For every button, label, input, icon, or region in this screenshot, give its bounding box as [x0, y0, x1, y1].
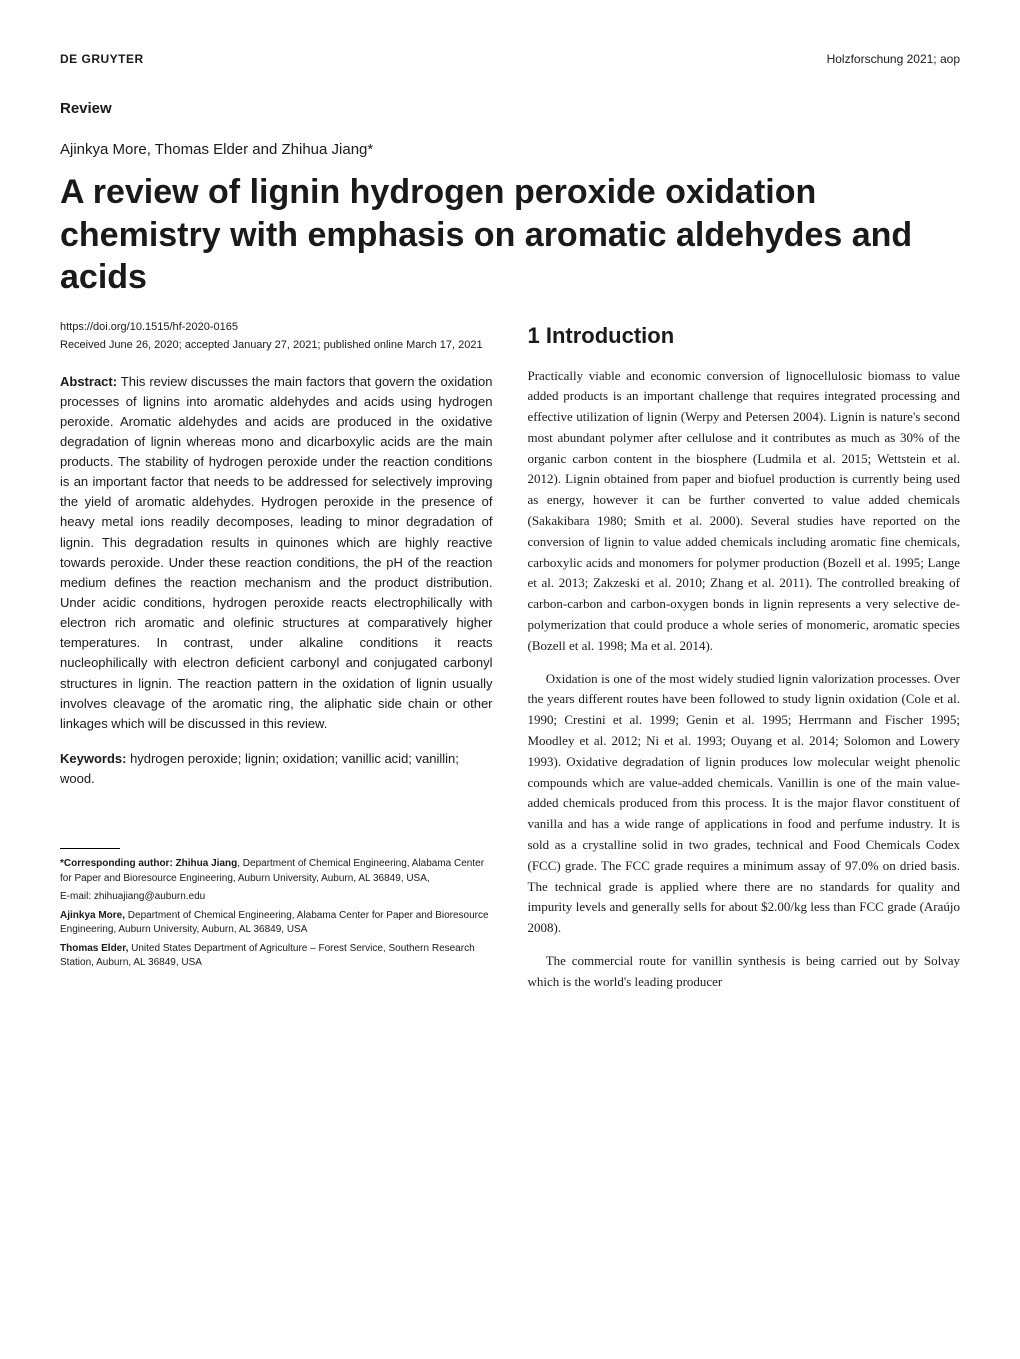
corresponding-author-label: *Corresponding author: Zhihua Jiang	[60, 858, 237, 869]
doi-link[interactable]: https://doi.org/10.1515/hf-2020-0165	[60, 319, 493, 336]
publisher: DE GRUYTER	[60, 50, 144, 68]
journal-reference: Holzforschung 2021; aop	[827, 50, 960, 68]
keywords-label: Keywords:	[60, 751, 126, 766]
footnote-separator	[60, 848, 120, 849]
article-dates: Received June 26, 2020; accepted January…	[60, 337, 493, 354]
two-column-layout: https://doi.org/10.1515/hf-2020-0165 Rec…	[60, 319, 960, 1005]
section-heading: 1 Introduction	[528, 319, 961, 352]
right-column: 1 Introduction Practically viable and ec…	[528, 319, 961, 1005]
author2-text: Department of Chemical Engineering, Alab…	[60, 910, 489, 936]
intro-paragraph-1: Practically viable and economic conversi…	[528, 366, 961, 657]
abstract-text: This review discusses the main factors t…	[60, 374, 493, 731]
article-type: Review	[60, 98, 960, 121]
intro-paragraph-2: Oxidation is one of the most widely stud…	[528, 669, 961, 939]
footnote-corresponding: *Corresponding author: Zhihua Jiang, Dep…	[60, 857, 493, 886]
keywords: Keywords: hydrogen peroxide; lignin; oxi…	[60, 749, 493, 788]
footnote-email: E-mail: zhihuajiang@auburn.edu	[60, 890, 493, 905]
abstract-label: Abstract:	[60, 374, 117, 389]
author2-label: Ajinkya More,	[60, 910, 125, 921]
article-title: A review of lignin hydrogen peroxide oxi…	[60, 171, 960, 299]
left-column: https://doi.org/10.1515/hf-2020-0165 Rec…	[60, 319, 493, 1005]
header-row: DE GRUYTER Holzforschung 2021; aop	[60, 50, 960, 68]
intro-paragraph-3: The commercial route for vanillin synthe…	[528, 951, 961, 993]
authors: Ajinkya More, Thomas Elder and Zhihua Ji…	[60, 139, 960, 162]
abstract: Abstract: This review discusses the main…	[60, 372, 493, 735]
footnote-author3: Thomas Elder, United States Department o…	[60, 942, 493, 971]
footnote-author2: Ajinkya More, Department of Chemical Eng…	[60, 909, 493, 938]
author3-label: Thomas Elder,	[60, 943, 128, 954]
